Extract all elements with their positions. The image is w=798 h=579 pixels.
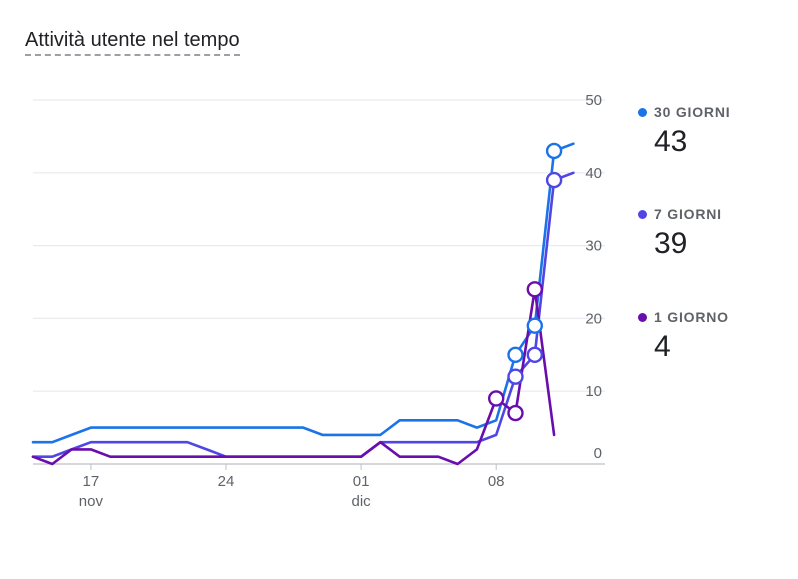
y-axis-ticks: 0 10 20 30 40 50 [585,92,602,462]
x-tick-label-3: 08 [488,473,505,490]
legend-dot-30-days [638,107,647,117]
x-tick-sublabel-2: dic [352,493,372,510]
legend-item-30-days[interactable]: 30 GIORNI 43 [638,102,788,160]
data-point-0-27[interactable] [545,142,563,160]
y-tick-label-50: 50 [585,92,602,109]
legend-item-1-day[interactable]: 1 GIORNO 4 [638,307,788,365]
data-point-0-25[interactable] [507,346,524,363]
chart-title[interactable]: Attività utente nel tempo [25,28,240,56]
x-tick-label-0: 17 [83,473,100,490]
data-point-2-26[interactable] [526,281,543,298]
y-tick-label-0: 0 [594,445,602,462]
y-tick-label-30: 30 [585,238,602,255]
legend-dot-7-days [638,209,647,219]
data-point-0-26[interactable] [526,317,543,334]
series-line-2[interactable] [31,287,556,466]
legend-value-1-day: 4 [654,330,671,363]
legend-dot-1-day [638,312,647,322]
legend-label-7-days: 7 GIORNI [654,206,722,222]
y-tick-label-10: 10 [585,383,602,400]
x-axis-ticks: 17 nov 24 01 dic 08 [79,464,505,510]
y-tick-label-20: 20 [585,310,602,327]
legend-label-30-days: 30 GIORNI [654,104,731,120]
grid-lines [33,99,605,465]
legend-label-1-day: 1 GIORNO [654,309,729,325]
series-line-0[interactable] [31,142,575,444]
legend-value-7-days: 39 [654,227,688,260]
data-point-1-26[interactable] [526,346,543,363]
series-line-1[interactable] [31,171,575,459]
data-point-2-24[interactable] [488,390,505,407]
legend-value-30-days: 43 [654,125,688,158]
x-tick-label-1: 24 [218,473,235,490]
x-tick-sublabel-0: nov [79,493,104,510]
y-tick-label-40: 40 [585,165,602,182]
series-lines [31,142,575,466]
legend-item-7-days[interactable]: 7 GIORNI 39 [638,204,788,262]
data-point-1-27[interactable] [545,171,563,189]
x-tick-label-2: 01 [353,473,370,490]
data-point-1-25[interactable] [507,368,524,385]
data-point-2-25[interactable] [507,404,524,422]
